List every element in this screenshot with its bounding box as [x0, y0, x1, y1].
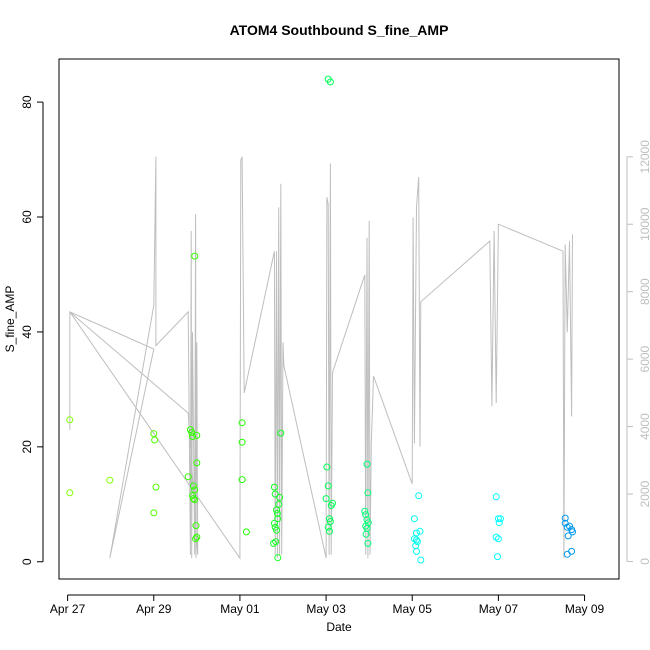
- data-point: [415, 492, 423, 500]
- data-point: [324, 482, 332, 490]
- data-point: [569, 528, 576, 536]
- y-tick-label: 60: [20, 210, 34, 224]
- data-point: [191, 486, 199, 494]
- data-point: [270, 483, 278, 491]
- data-point: [192, 522, 200, 530]
- data-point: [270, 539, 277, 547]
- data-point: [193, 459, 201, 467]
- data-point: [273, 526, 280, 534]
- data-point: [150, 509, 158, 517]
- data-point: [271, 490, 279, 498]
- data-point: [189, 482, 197, 490]
- data-point: [191, 496, 199, 504]
- x-tick-label: May 09: [565, 602, 605, 616]
- data-point: [152, 483, 160, 491]
- data-point: [270, 519, 278, 527]
- data-point: [274, 515, 282, 523]
- x-tick-label: May 05: [393, 602, 433, 616]
- data-point: [188, 429, 196, 436]
- data-point: [151, 436, 159, 444]
- data-point: [361, 507, 369, 515]
- x-tick-label: May 07: [479, 602, 519, 616]
- data-point: [277, 429, 285, 437]
- data-point: [324, 523, 332, 531]
- series-line: [69, 156, 573, 560]
- y-tick-label: 80: [20, 95, 34, 109]
- data-point: [238, 419, 246, 427]
- y2-tick-label: 10000: [638, 207, 650, 241]
- data-point: [494, 553, 501, 561]
- data-point: [413, 529, 420, 537]
- data-point: [192, 535, 200, 543]
- axes: Apr 27 Apr 29 May 01 May 03 May 05 May 07 May …: [20, 95, 650, 616]
- scatter-points: [66, 75, 576, 564]
- data-point: [417, 556, 425, 564]
- y2-tick-label: 0: [638, 558, 650, 565]
- data-point: [189, 492, 196, 500]
- data-point: [363, 460, 371, 468]
- y-axis-label: S_fine_AMP: [3, 286, 17, 353]
- y2-tick-label: 12000: [638, 140, 650, 174]
- data-point: [364, 539, 372, 547]
- x-tick-label: Apr 27: [50, 602, 86, 616]
- y2-tick-label: 6000: [638, 345, 650, 372]
- data-point: [492, 533, 500, 541]
- data-point: [238, 438, 246, 446]
- data-point: [362, 511, 370, 519]
- data-point: [329, 499, 336, 507]
- right-axis-series-line: [69, 156, 573, 560]
- data-point: [561, 514, 569, 522]
- data-point: [66, 489, 74, 497]
- data-point: [272, 538, 280, 546]
- y2-tick-label: 2000: [638, 480, 650, 507]
- y2-tick-label: 4000: [638, 413, 650, 440]
- data-point: [242, 528, 250, 536]
- data-point: [275, 500, 283, 508]
- data-point: [326, 78, 334, 86]
- data-point: [410, 515, 418, 523]
- data-point: [494, 535, 502, 543]
- data-point: [564, 532, 572, 540]
- y-tick-label: 0: [20, 558, 34, 565]
- data-point: [568, 547, 576, 555]
- y2-tick-label: 8000: [638, 278, 650, 305]
- data-point: [193, 431, 201, 439]
- data-point: [413, 547, 420, 555]
- x-tick-label: May 03: [306, 602, 346, 616]
- data-point: [322, 495, 330, 503]
- x-tick-label: May 01: [220, 602, 260, 616]
- plot-frame: [58, 58, 620, 580]
- data-point: [413, 538, 421, 546]
- data-point: [238, 476, 246, 484]
- data-point: [495, 519, 503, 527]
- data-point: [106, 476, 114, 484]
- data-point: [273, 510, 281, 517]
- data-point: [492, 493, 500, 501]
- data-point: [566, 522, 573, 530]
- data-point: [326, 527, 333, 535]
- y-tick-label: 20: [20, 440, 34, 454]
- chart-title: ATOM4 Southbound S_fine_AMP: [230, 22, 449, 38]
- data-point: [326, 518, 334, 525]
- data-point: [189, 495, 197, 503]
- data-point: [494, 515, 502, 523]
- data-point: [189, 433, 196, 440]
- data-point: [563, 550, 571, 558]
- data-point: [323, 463, 331, 471]
- data-point: [416, 527, 424, 535]
- data-point: [497, 515, 504, 523]
- data-point: [276, 493, 284, 501]
- data-point: [66, 416, 74, 424]
- data-point: [191, 252, 199, 260]
- x-tick-label: Apr 29: [136, 602, 172, 616]
- data-point: [193, 533, 201, 541]
- y-tick-label: 40: [20, 325, 34, 339]
- data-point: [364, 489, 372, 497]
- data-point: [362, 530, 370, 538]
- x-axis-label: Date: [326, 620, 352, 634]
- data-point: [274, 554, 282, 562]
- data-point: [184, 473, 192, 481]
